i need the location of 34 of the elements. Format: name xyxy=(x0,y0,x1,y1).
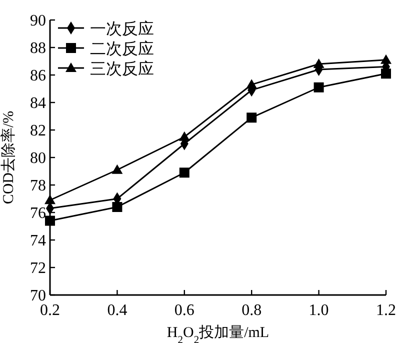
y-tick-label: 78 xyxy=(30,178,46,194)
x-tick-label: 1.0 xyxy=(308,302,329,319)
y-tick-label: 76 xyxy=(30,205,46,222)
x-tick-label: 0.8 xyxy=(242,302,262,319)
y-tick-label: 88 xyxy=(30,40,46,57)
y-tick-label: 72 xyxy=(30,260,46,277)
x-axis-title: H$_{2}$O$_{2}$投加量/mL xyxy=(166,324,270,343)
point xyxy=(246,79,258,89)
point xyxy=(313,58,324,68)
y-axis-title: COD去除率/% xyxy=(0,110,17,204)
y-tick-label: 82 xyxy=(30,122,46,140)
point xyxy=(179,168,190,178)
point xyxy=(381,68,391,79)
point xyxy=(380,54,392,64)
point xyxy=(44,194,56,204)
legend-label: 三次反应 xyxy=(90,60,154,78)
y-tick-label: 70 xyxy=(30,288,46,304)
point xyxy=(45,216,55,226)
y-tick-label: 90 xyxy=(30,12,46,30)
x-tick-label: 0.4 xyxy=(107,302,128,319)
point xyxy=(314,82,324,92)
y-tick-label: 84 xyxy=(30,95,46,112)
x-tick-label: 0.6 xyxy=(174,302,194,319)
point xyxy=(246,112,257,123)
y-tick-label: 86 xyxy=(30,68,46,84)
point xyxy=(178,131,190,141)
x-tick-label: 1.2 xyxy=(376,302,396,319)
x-tick-label: 0.2 xyxy=(40,302,60,319)
y-tick-label: 80 xyxy=(30,150,46,167)
legend-label: 一次反应 xyxy=(90,20,154,38)
point xyxy=(112,202,122,212)
point xyxy=(112,164,123,174)
y-tick-label: 74 xyxy=(30,232,46,250)
legend-label: 二次反应 xyxy=(90,40,154,58)
